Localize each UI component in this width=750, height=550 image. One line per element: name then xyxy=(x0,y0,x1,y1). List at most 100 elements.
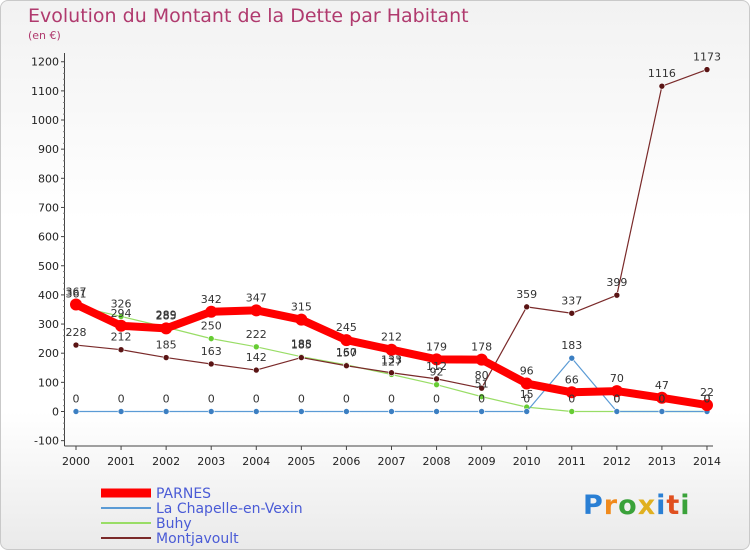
x-tick-label: 2007 xyxy=(377,455,405,468)
montjavoult-data-label: 163 xyxy=(201,345,222,358)
la-chapelle-en-vexin-data-label: 0 xyxy=(388,393,395,406)
legend-label-buhy: Buhy xyxy=(156,516,192,532)
montjavoult-data-label: 112 xyxy=(426,360,447,373)
parnes-data-label: 315 xyxy=(291,301,312,314)
y-tick-label: 400 xyxy=(38,289,59,302)
buhy-data-label: 0 xyxy=(658,393,665,406)
montjavoult-data-label: 133 xyxy=(381,354,402,367)
la-chapelle-en-vexin-data-label: 183 xyxy=(561,339,582,352)
x-tick-label: 2001 xyxy=(107,455,135,468)
buhy-point xyxy=(117,313,125,320)
montjavoult-point xyxy=(388,369,395,377)
la-chapelle-en-vexin-point xyxy=(343,408,350,415)
logo-letter: t xyxy=(666,490,681,521)
la-chapelle-en-vexin-point xyxy=(478,408,485,415)
buhy-data-label: 326 xyxy=(111,297,132,310)
parnes-point xyxy=(565,386,578,399)
parnes-point xyxy=(520,377,533,390)
la-chapelle-en-vexin-data-label: 0 xyxy=(253,393,260,406)
parnes-data-label: 285 xyxy=(156,309,177,322)
parnes-point xyxy=(250,304,263,317)
buhy-data-label: 127 xyxy=(381,355,402,368)
logo-letter: x xyxy=(637,490,657,521)
la-chapelle-en-vexin-point xyxy=(252,408,260,415)
la-chapelle-en-vexin-point xyxy=(568,354,576,362)
chart-title: Evolution du Montant de la Dette par Hab… xyxy=(28,5,469,27)
x-tick-label: 2008 xyxy=(423,455,451,468)
x-tick-label: 2003 xyxy=(197,455,225,468)
la-chapelle-en-vexin-point xyxy=(162,408,170,415)
buhy-data-label: 0 xyxy=(613,393,620,406)
parnes-point xyxy=(340,334,353,347)
montjavoult-data-label: 228 xyxy=(66,326,87,339)
la-chapelle-en-vexin-point xyxy=(207,408,215,415)
parnes-point xyxy=(115,319,128,332)
parnes-data-label: 179 xyxy=(426,340,447,353)
la-chapelle-en-vexin-point xyxy=(658,408,666,415)
la-chapelle-en-vexin-data-label: 0 xyxy=(658,393,665,406)
x-tick-label: 2002 xyxy=(152,455,180,468)
legend-label-montjavoult: Montjavoult xyxy=(156,531,239,547)
x-tick-label: 2000 xyxy=(62,455,90,468)
montjavoult-point xyxy=(298,354,305,361)
la-chapelle-en-vexin-data-label: 0 xyxy=(163,393,170,406)
montjavoult-point xyxy=(613,291,621,299)
buhy-point xyxy=(252,343,260,351)
chart-unit: (en €) xyxy=(28,29,61,42)
parnes-point xyxy=(475,353,488,366)
buhy-data-label: 0 xyxy=(703,393,710,406)
montjavoult-point xyxy=(343,362,350,370)
montjavoult-data-label: 359 xyxy=(516,288,537,301)
parnes-data-label: 245 xyxy=(336,321,357,334)
y-tick-label: -100 xyxy=(34,435,59,448)
legend-label-parnes: PARNES xyxy=(156,486,211,502)
montjavoult-data-label: 1173 xyxy=(693,51,721,64)
la-chapelle-en-vexin-data-label: 0 xyxy=(208,393,215,406)
x-tick-label: 2013 xyxy=(648,455,676,468)
la-chapelle-en-vexin-point xyxy=(433,408,440,415)
la-chapelle-en-vexin-data-label: 0 xyxy=(298,393,305,406)
la-chapelle-en-vexin-point xyxy=(72,408,80,415)
parnes-point xyxy=(430,353,443,366)
x-tick-label: 2012 xyxy=(603,455,631,468)
y-tick-label: 0 xyxy=(52,406,59,419)
buhy-data-label: 92 xyxy=(430,366,444,379)
x-tick-label: 2011 xyxy=(558,455,586,468)
logo-letter: i xyxy=(680,490,691,521)
legend-label-la-chapelle-en-vexin: La Chapelle-en-Vexin xyxy=(156,501,303,517)
y-tick-label: 1200 xyxy=(31,56,59,69)
la-chapelle-en-vexin-point xyxy=(117,408,125,415)
montjavoult-point xyxy=(703,66,711,73)
parnes-data-label: 47 xyxy=(655,379,669,392)
montjavoult-data-label: 157 xyxy=(336,347,357,360)
montjavoult-point xyxy=(523,303,531,311)
buhy-point xyxy=(207,335,215,342)
parnes-data-label: 96 xyxy=(520,365,534,378)
montjavoult-data-label: 1116 xyxy=(648,67,676,80)
buhy-data-label: 250 xyxy=(201,320,222,333)
montjavoult-point xyxy=(117,346,125,354)
montjavoult-data-label: 80 xyxy=(475,369,489,382)
y-tick-label: 900 xyxy=(38,143,59,156)
buhy-point xyxy=(433,381,440,388)
montjavoult-point xyxy=(252,366,260,374)
logo-letter: r xyxy=(603,490,619,521)
buhy-data-label: 361 xyxy=(66,287,87,300)
parnes-data-label: 342 xyxy=(201,293,222,306)
y-tick-label: 700 xyxy=(38,201,59,214)
la-chapelle-en-vexin-data-label: 0 xyxy=(613,393,620,406)
montjavoult-point xyxy=(478,384,485,392)
x-tick-label: 2006 xyxy=(332,455,360,468)
y-tick-label: 200 xyxy=(38,347,59,360)
montjavoult-data-label: 185 xyxy=(156,339,177,352)
parnes-data-label: 22 xyxy=(700,386,714,399)
parnes-point xyxy=(610,385,623,398)
parnes-point xyxy=(295,313,308,326)
la-chapelle-en-vexin-data-label: 0 xyxy=(73,393,80,406)
parnes-point xyxy=(205,305,218,318)
parnes-data-label: 212 xyxy=(381,331,402,344)
buhy-data-label: 222 xyxy=(246,328,267,341)
montjavoult-point xyxy=(658,82,666,90)
parnes-data-label: 294 xyxy=(111,307,132,320)
logo-letter: i xyxy=(656,490,667,521)
